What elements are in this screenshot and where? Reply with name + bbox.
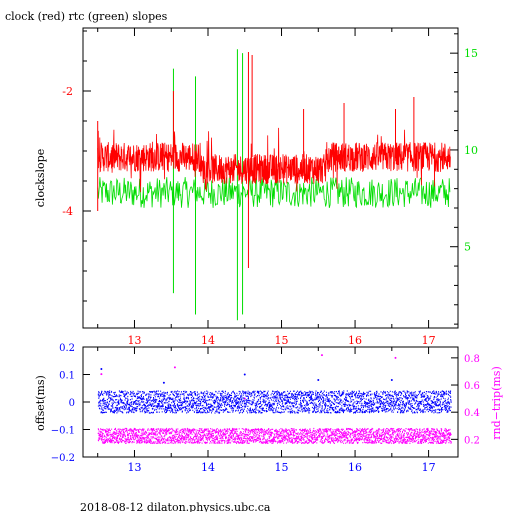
footer-text: 2018-08-12 dilaton.physics.ubc.ca	[80, 501, 271, 512]
offset-outlier-point	[317, 379, 320, 381]
top-y2-tick-label: 15	[464, 47, 478, 60]
top-y2-tick-labels: 15 10 5	[464, 47, 478, 254]
rtt-scatter-points	[97, 354, 452, 444]
rtt-tick-label: 0.8	[464, 354, 480, 365]
rtt-outlier-point	[173, 366, 176, 369]
figure-title: clock (red) rtc (green) slopes	[5, 10, 168, 23]
offset-axis-label: offset(ms)	[34, 375, 47, 431]
offset-outlier-point	[162, 381, 165, 384]
bottom-x-tick-label: 13	[127, 461, 141, 474]
offset-outlier-point	[100, 368, 103, 370]
offset-outlier-point	[243, 373, 246, 376]
rtt-outlier-point	[320, 354, 323, 357]
top-y2-tick-label: 5	[464, 241, 471, 254]
bottom-x-tick-label: 17	[422, 461, 436, 474]
bottom-x-tick-label: 16	[348, 461, 362, 474]
top-y-tick-label: -2	[62, 85, 73, 98]
top-x-tick-label: 13	[127, 334, 141, 347]
top-x-tick-label: 16	[348, 334, 362, 347]
top-x-tick-label: 14	[201, 334, 215, 347]
rtt-tick-label: 0.6	[464, 381, 480, 392]
top-y-tick-label: -4	[62, 205, 73, 218]
bottom-y-tick-labels: 0.2 0.1 0 −0.1 −0.2	[51, 343, 75, 464]
rtt-outlier-point	[100, 373, 103, 376]
offset-tick-label: −0.2	[51, 453, 75, 464]
clock-series-line	[97, 52, 451, 268]
top-y-axis-label: clockslope	[34, 149, 47, 207]
rtt-axis-label: rnd−trip(ms)	[490, 366, 503, 440]
offset-scatter-points	[97, 368, 452, 414]
bottom-y2-tick-labels: 0.8 0.6 0.4 0.2	[464, 354, 480, 446]
bottom-x-tick-labels: 13 14 15 16 17	[127, 461, 435, 474]
rtt-point-cloud	[97, 427, 452, 444]
bottom-x-tick-label: 14	[201, 461, 215, 474]
top-axis-ticks	[83, 28, 458, 328]
offset-tick-label: 0	[69, 398, 75, 409]
offset-tick-label: 0.2	[59, 343, 75, 354]
offset-tick-label: 0.1	[59, 371, 75, 382]
offset-point-cloud	[97, 390, 452, 414]
offset-outlier-point	[390, 379, 393, 381]
top-x-tick-labels: 13 14 15 16 17	[127, 334, 435, 347]
top-plot-frame	[82, 27, 459, 329]
rtc-series-trace	[97, 176, 451, 209]
top-y-tick-labels: -2 -4	[62, 85, 73, 218]
bottom-axis-ticks	[83, 346, 458, 458]
top-x-tick-label: 15	[275, 334, 289, 347]
rtt-outlier-point	[394, 356, 397, 359]
rtc-series-line	[97, 49, 451, 321]
top-x-tick-label: 17	[422, 334, 436, 347]
offset-tick-label: −0.1	[51, 426, 75, 437]
top-y2-tick-label: 10	[464, 144, 478, 157]
clock-series-trace	[97, 127, 451, 193]
bottom-x-tick-label: 15	[275, 461, 289, 474]
rtt-tick-label: 0.2	[464, 435, 480, 446]
rtt-tick-label: 0.4	[464, 408, 480, 419]
